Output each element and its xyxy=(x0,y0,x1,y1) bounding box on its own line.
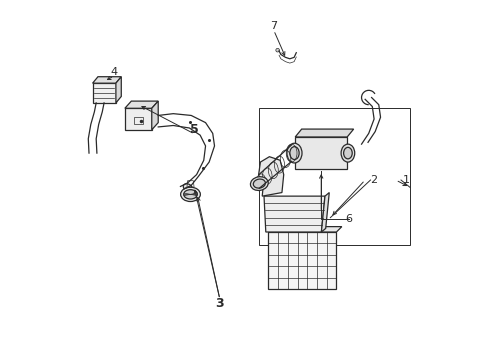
Ellipse shape xyxy=(343,147,352,159)
Polygon shape xyxy=(259,157,284,196)
Polygon shape xyxy=(269,232,337,289)
Text: 7: 7 xyxy=(270,21,277,31)
Ellipse shape xyxy=(276,48,279,52)
Ellipse shape xyxy=(181,187,200,202)
Polygon shape xyxy=(269,226,342,232)
Polygon shape xyxy=(295,137,347,169)
Ellipse shape xyxy=(184,190,197,199)
Ellipse shape xyxy=(290,147,299,159)
Polygon shape xyxy=(321,193,329,232)
Polygon shape xyxy=(152,101,158,130)
Polygon shape xyxy=(264,196,325,232)
Polygon shape xyxy=(295,129,354,137)
Text: 2: 2 xyxy=(370,175,378,185)
Ellipse shape xyxy=(183,184,192,190)
Text: 5: 5 xyxy=(191,123,199,136)
Ellipse shape xyxy=(341,144,355,162)
Ellipse shape xyxy=(253,179,266,188)
Text: 1: 1 xyxy=(403,175,410,185)
Text: 6: 6 xyxy=(345,215,352,224)
Ellipse shape xyxy=(250,177,268,190)
Text: 4: 4 xyxy=(111,67,118,77)
Polygon shape xyxy=(125,101,158,108)
Ellipse shape xyxy=(287,143,302,163)
Text: 3: 3 xyxy=(216,297,224,310)
Polygon shape xyxy=(116,77,122,103)
Polygon shape xyxy=(125,108,152,130)
Polygon shape xyxy=(93,83,116,103)
Polygon shape xyxy=(93,77,122,83)
